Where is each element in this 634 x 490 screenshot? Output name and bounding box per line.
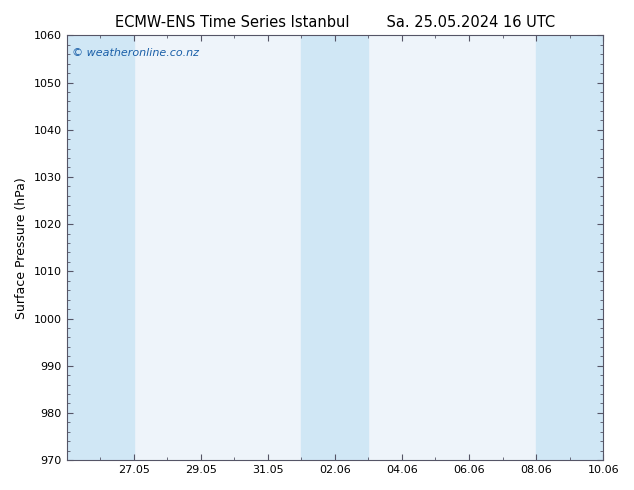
Title: ECMW-ENS Time Series Istanbul        Sa. 25.05.2024 16 UTC: ECMW-ENS Time Series Istanbul Sa. 25.05.… bbox=[115, 15, 555, 30]
Y-axis label: Surface Pressure (hPa): Surface Pressure (hPa) bbox=[15, 177, 28, 318]
Text: © weatheronline.co.nz: © weatheronline.co.nz bbox=[72, 48, 199, 58]
Bar bbox=[67, 35, 134, 460]
Bar bbox=[536, 35, 603, 460]
Bar bbox=[301, 35, 368, 460]
